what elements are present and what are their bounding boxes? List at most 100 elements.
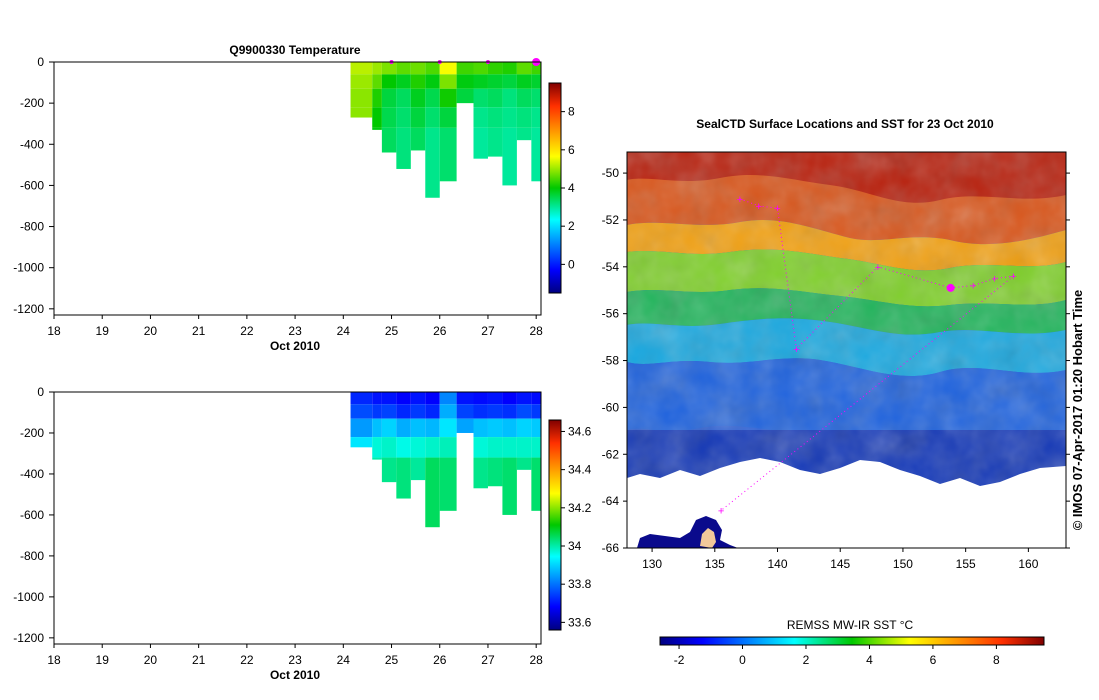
lon-tick-label: 135 — [705, 557, 725, 571]
salinity-x-axis-label: Oct 2010 — [270, 668, 320, 682]
profile-cell — [456, 74, 474, 89]
profile-cell — [372, 88, 382, 108]
lon-tick-label: 150 — [893, 557, 913, 571]
x-tick-label: 21 — [192, 324, 206, 338]
profile-cell — [487, 392, 503, 405]
profile-cell — [473, 457, 488, 489]
profile-cell — [425, 88, 440, 108]
imos-credit-text: © IMOS 07-Apr-2017 01:20 Hobart Time — [1070, 290, 1085, 531]
profile-cell — [516, 437, 532, 458]
profile-cell — [410, 127, 426, 151]
salinity-x-axis: 18 19 20 21 22 23 24 25 26 27 28 — [47, 644, 543, 667]
y-tick-label: -600 — [20, 178, 44, 192]
temperature-chart-title: Q9900330 Temperature — [229, 43, 361, 57]
seal-location-marker: + — [991, 274, 997, 286]
x-tick-label: 26 — [433, 653, 447, 667]
colorbar-tick-label: 4 — [568, 181, 575, 195]
profile-cell — [473, 62, 488, 75]
y-tick-label: -400 — [20, 137, 44, 151]
salinity-y-axis: 0 -200 -400 -600 -800 -1000 -1200 — [13, 385, 54, 645]
x-tick-label: 23 — [288, 324, 302, 338]
profile-cell — [456, 62, 474, 75]
x-tick-label: 22 — [240, 324, 254, 338]
profile-cell — [396, 392, 411, 405]
profile-cell — [531, 457, 541, 511]
sst-map-lat-axis: -50 -52 -54 -56 -58 -60 -62 -64 -66 — [602, 166, 1070, 555]
profile-cell — [410, 418, 426, 438]
profile-cell — [487, 404, 503, 419]
profile-cell — [396, 74, 411, 89]
profile-cell — [502, 88, 517, 108]
x-tick-label: 25 — [385, 324, 399, 338]
profile-cell — [439, 88, 457, 108]
colorbar-tick-label: 34.2 — [568, 501, 592, 515]
lat-tick-label: -50 — [602, 166, 620, 180]
seal-location-marker: + — [737, 194, 743, 206]
x-tick-label: 26 — [433, 324, 447, 338]
temperature-colorbar-ticks: 0 2 4 6 8 — [561, 105, 575, 271]
sst-map-title: SealCTD Surface Locations and SST for 23… — [696, 117, 994, 131]
profile-cell — [487, 437, 503, 458]
profile-cell — [350, 107, 373, 118]
profile-cell — [425, 418, 440, 438]
x-tick-label: 18 — [47, 324, 61, 338]
profile-cell — [372, 392, 382, 405]
lon-tick-label: 130 — [642, 557, 662, 571]
seal-location-marker: + — [1010, 271, 1016, 283]
profile-cell — [439, 107, 457, 128]
profile-cell — [372, 62, 382, 75]
temperature-x-axis: 18 19 20 21 22 23 24 25 26 27 28 — [47, 315, 543, 338]
sst-colorbar-tick-label: 2 — [803, 653, 810, 667]
profile-cell — [372, 418, 382, 438]
profile-cell — [372, 404, 382, 419]
profile-cell — [350, 74, 373, 89]
profile-cell — [372, 74, 382, 89]
profile-cell — [487, 88, 503, 108]
seal-location-marker: + — [793, 344, 799, 356]
x-tick-label: 25 — [385, 653, 399, 667]
profile-cell — [439, 127, 457, 182]
profile-cell — [396, 418, 411, 438]
profile-cell — [516, 392, 532, 405]
profile-cell — [516, 418, 532, 438]
seal-location-marker: + — [718, 506, 724, 518]
profile-cell — [531, 107, 541, 128]
x-tick-label: 24 — [337, 653, 351, 667]
profile-cell — [502, 392, 517, 405]
profile-cell — [396, 62, 411, 75]
sst-colorbar-tick-label: 4 — [866, 653, 873, 667]
profile-cell — [473, 437, 488, 458]
profile-cell — [516, 457, 532, 470]
profile-cell — [439, 74, 457, 89]
profile-cell — [516, 107, 532, 128]
salinity-section: 0 -200 -400 -600 -800 -1000 -1200 18 19 20 21 22 23… — [13, 385, 591, 682]
profile-cell — [456, 418, 474, 433]
lat-tick-label: -64 — [602, 494, 620, 508]
y-tick-label: -800 — [20, 220, 44, 234]
sst-colorbar-tick-label: 6 — [930, 653, 937, 667]
profile-cell — [516, 404, 532, 419]
lat-tick-label: -66 — [602, 541, 620, 555]
profile-cell — [425, 404, 440, 419]
profile-cell — [516, 74, 532, 89]
salinity-plot-frame — [53, 391, 542, 645]
profile-cell — [350, 418, 373, 438]
colorbar-tick-label: 6 — [568, 143, 575, 157]
x-tick-label: 19 — [96, 653, 110, 667]
sst-colorbar-tick-label: 8 — [993, 653, 1000, 667]
profile-cell — [425, 392, 440, 405]
temperature-x-axis-label: Oct 2010 — [270, 339, 320, 353]
profile-cell — [502, 404, 517, 419]
x-tick-label: 20 — [144, 653, 158, 667]
y-tick-label: -1200 — [13, 302, 44, 316]
profile-cell — [487, 74, 503, 89]
profile-cell — [487, 127, 503, 157]
profile-cell — [531, 392, 541, 405]
profile-cell — [439, 418, 457, 438]
profile-cell — [396, 88, 411, 108]
profile-cell — [372, 437, 382, 458]
colorbar-tick-label: 0 — [568, 257, 575, 271]
lon-tick-label: 145 — [830, 557, 850, 571]
profile-cell — [502, 107, 517, 128]
